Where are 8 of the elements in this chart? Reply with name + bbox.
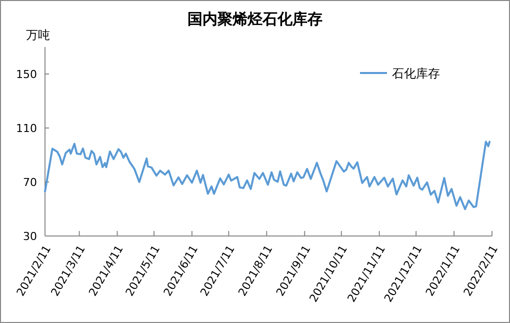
legend-label: 石化库存 [392, 66, 440, 80]
y-tick-label: 30 [23, 230, 37, 243]
line-series [44, 140, 491, 210]
y-tick-label: 150 [16, 68, 37, 81]
y-tick-label: 70 [23, 176, 37, 189]
y-tick-label: 110 [16, 122, 37, 135]
chart-title: 国内聚烯烃石化库存 [188, 10, 322, 28]
y-axis-title: 万吨 [26, 28, 50, 42]
